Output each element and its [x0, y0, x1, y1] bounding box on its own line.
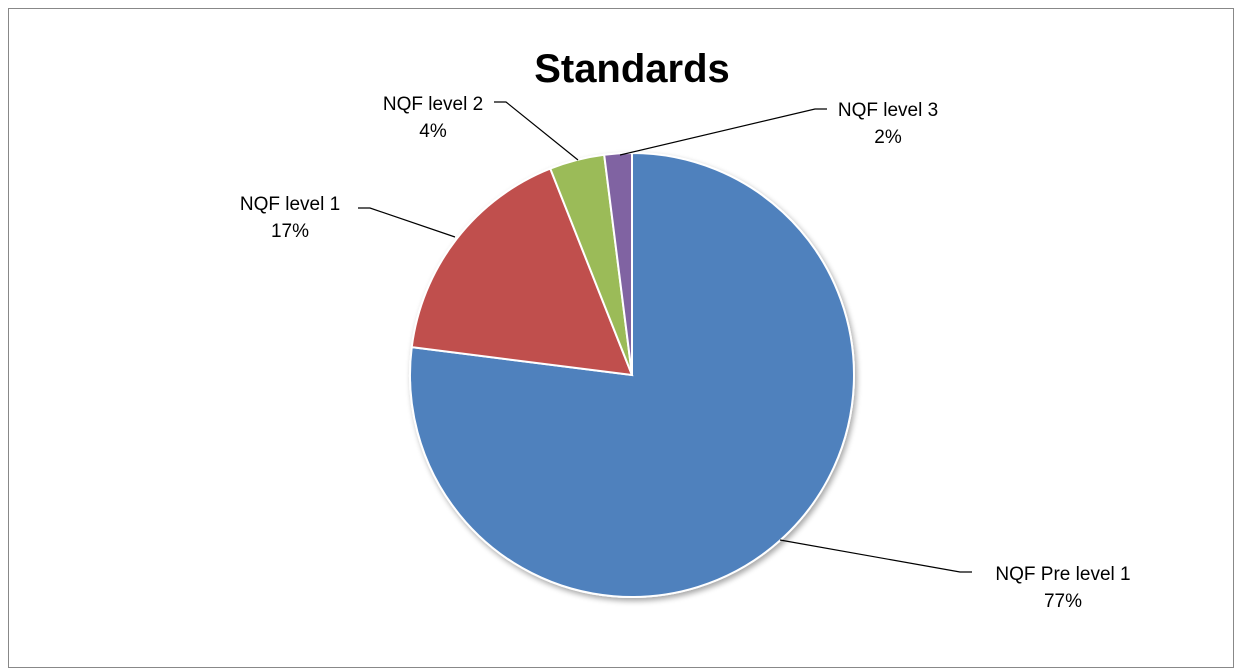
- slice-label-2: NQF level 1: [240, 194, 340, 215]
- pie-slice-4: [603, 151, 633, 376]
- leader-line-1: [779, 539, 972, 573]
- slice-label-4: NQF level 3: [838, 100, 938, 121]
- slice-percent-3: 4%: [419, 121, 447, 142]
- pie-slice-2: [410, 167, 634, 377]
- slice-label-3: NQF level 2: [383, 94, 483, 115]
- data-labels: NQF Pre level 1 77% NQF level 1 17% NQF leve…: [240, 94, 1131, 612]
- leader-lines: [358, 101, 972, 573]
- slice-percent-1: 77%: [1044, 591, 1082, 612]
- pie-slices: [409, 151, 855, 598]
- slice-percent-4: 2%: [874, 127, 902, 148]
- leader-line-4: [619, 108, 827, 156]
- leader-line-3: [494, 101, 579, 161]
- slice-percent-2: 17%: [271, 221, 309, 242]
- chart-title: Standards: [534, 47, 730, 91]
- leader-line-2: [358, 207, 456, 238]
- slice-label-1: NQF Pre level 1: [995, 564, 1130, 585]
